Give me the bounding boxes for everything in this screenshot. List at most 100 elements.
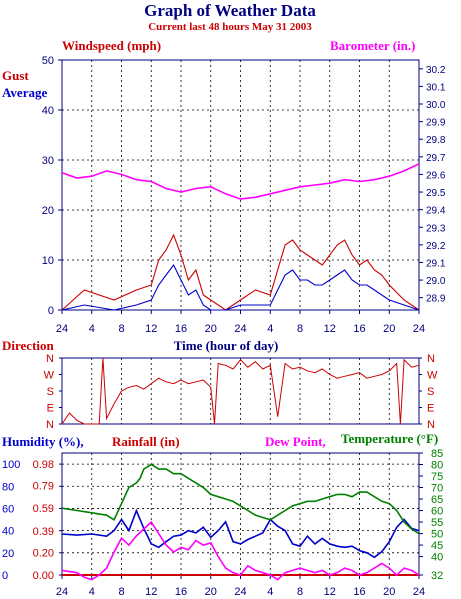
series-gust <box>61 233 420 311</box>
series-direction <box>61 357 420 425</box>
x-tick-label: 8 <box>297 323 303 335</box>
y2-tick-label: 29.0 <box>426 276 446 287</box>
y-tick-label: 20 <box>42 205 54 217</box>
temp-tick-label: 60 <box>431 506 443 518</box>
x-tick-label: 16 <box>175 586 187 598</box>
y2-tick-label: 30.0 <box>426 100 446 111</box>
x-tick-label: 16 <box>353 586 365 598</box>
dir-tick-label-right: S <box>427 386 434 398</box>
y2-tick-label: 29.5 <box>426 188 446 199</box>
temp-tick-label: 75 <box>431 471 443 483</box>
temp-tick-label: 65 <box>431 494 443 506</box>
x-tick-label: 12 <box>324 323 336 335</box>
chart-title: Graph of Weather Data <box>144 1 316 20</box>
legend-gust: Gust <box>2 68 29 83</box>
x-tick-label: 20 <box>205 323 217 335</box>
humidity-tick-label: 40 <box>2 526 14 538</box>
temp-tick-label: 32 <box>431 570 443 582</box>
x-tick-label: 4 <box>267 323 273 335</box>
humidity-tick-label: 100 <box>2 459 20 471</box>
x-tick-label: 24 <box>56 323 68 335</box>
y-tick-label: 10 <box>42 255 54 267</box>
y2-tick-label: 29.7 <box>426 153 446 164</box>
dir-tick-label: W <box>44 370 55 382</box>
temp-tick-label: 40 <box>431 552 443 564</box>
dir-tick-label-right: E <box>427 403 434 415</box>
x-tick-label: 24 <box>56 586 68 598</box>
x-tick-label: 20 <box>383 323 395 335</box>
wind-barometer-panel: 0 10 20 30 40 50 28.9 29.0 29.1 29.2 29.3 29.4 29.5 2… <box>42 55 446 335</box>
legend-average: Average <box>2 85 47 100</box>
y2-tick-label: 28.9 <box>426 294 446 305</box>
windspeed-axis-title: Windspeed (mph) <box>62 38 161 53</box>
rain-tick-label: 0.79 <box>33 481 54 493</box>
dir-tick-label: S <box>47 386 54 398</box>
y2-tick-label: 29.8 <box>426 135 446 146</box>
humidity-tick-label: 0 <box>2 570 8 582</box>
x-tick-label: 24 <box>234 586 246 598</box>
dir-tick-label: E <box>47 403 54 415</box>
x-tick-label: 24 <box>234 323 246 335</box>
y2-tick-label: 29.6 <box>426 170 446 181</box>
humidity-tick-label: 80 <box>2 481 14 493</box>
barometer-axis-title: Barometer (in.) <box>330 38 415 53</box>
x-tick-label: 4 <box>89 586 95 598</box>
y2-tick-label: 29.2 <box>426 241 446 252</box>
x-tick-label: 8 <box>118 323 124 335</box>
dir-tick-label-right: N <box>427 419 435 431</box>
direction-title: Direction <box>2 338 55 353</box>
legend-humidity: Humidity (%), <box>2 434 84 449</box>
x-tick-label: 24 <box>413 323 425 335</box>
x-tick-label: 4 <box>89 323 95 335</box>
y-tick-label: 40 <box>42 105 54 117</box>
humidity-temperature-panel: 0 20 40 60 80 100 0.00 0.20 0.39 0.59 0.79 0.98 32 40… <box>2 448 443 598</box>
x-tick-label: 16 <box>175 323 187 335</box>
x-tick-label: 20 <box>383 586 395 598</box>
rain-tick-label: 0.20 <box>33 547 54 559</box>
y2-tick-label: 29.1 <box>426 258 446 269</box>
dir-tick-label: N <box>46 353 54 365</box>
series-temperature <box>61 463 420 535</box>
y-tick-label: 30 <box>42 155 54 167</box>
y2-tick-label: 30.2 <box>426 65 446 76</box>
x-tick-label: 12 <box>324 586 336 598</box>
temp-tick-label: 70 <box>431 483 443 495</box>
y2-tick-label: 29.3 <box>426 223 446 234</box>
y2-tick-label: 29.9 <box>426 118 446 129</box>
x-tick-label: 20 <box>205 586 217 598</box>
temp-tick-label: 45 <box>431 540 443 552</box>
rain-tick-label: 0.59 <box>33 503 54 515</box>
temp-tick-label: 80 <box>431 460 443 472</box>
legend-dewpoint: Dew Point, <box>265 434 326 449</box>
rain-tick-label: 0.00 <box>33 570 54 582</box>
x-tick-label: 16 <box>353 323 365 335</box>
y2-tick-label: 30.1 <box>426 82 446 93</box>
x-axis-title: Time (hour of day) <box>174 338 279 353</box>
humidity-tick-label: 20 <box>2 548 14 560</box>
temp-tick-label: 85 <box>431 448 443 460</box>
series-average <box>61 263 420 311</box>
series-dew-point <box>61 520 420 581</box>
legend-temperature: Temperature (°F) <box>341 431 438 446</box>
humidity-tick-label: 60 <box>2 503 14 515</box>
dir-tick-label-right: N <box>427 353 435 365</box>
temp-tick-label: 50 <box>431 529 443 541</box>
rain-tick-label: 0.98 <box>33 459 54 471</box>
y2-tick-label: 29.4 <box>426 206 446 217</box>
temp-tick-label: 55 <box>431 517 443 529</box>
series-barometer <box>61 163 420 200</box>
x-tick-label: 8 <box>118 586 124 598</box>
y-tick-label: 50 <box>42 55 54 67</box>
x-tick-label: 24 <box>413 586 425 598</box>
y-tick-label: 0 <box>48 305 54 317</box>
rain-tick-label: 0.39 <box>33 526 54 538</box>
chart-subtitle: Current last 48 hours May 31 2003 <box>148 21 312 33</box>
x-tick-label: 4 <box>267 586 273 598</box>
legend-rainfall: Rainfall (in) <box>112 434 180 449</box>
dir-tick-label-right: W <box>427 370 438 382</box>
x-tick-label: 8 <box>297 586 303 598</box>
series-humidity <box>61 508 420 559</box>
x-tick-label: 12 <box>145 586 157 598</box>
